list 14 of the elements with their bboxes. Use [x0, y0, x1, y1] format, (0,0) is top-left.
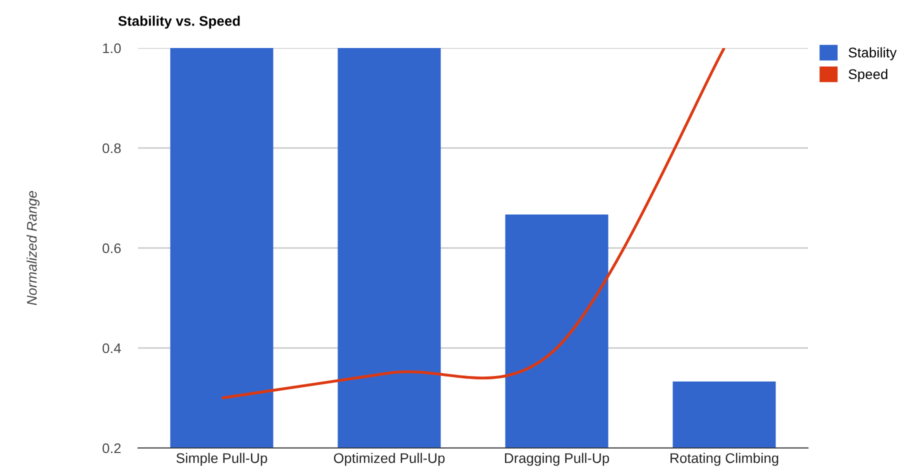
- line-series: [220, 48, 726, 400]
- legend-label: Speed: [848, 68, 888, 82]
- y-tick-label: 0.2: [102, 443, 121, 454]
- y-axis-title: Normalized Range: [26, 191, 40, 306]
- y-tick-label: 0.8: [102, 143, 121, 154]
- y-tick-label: 0.4: [102, 343, 121, 354]
- x-tick-label: Dragging Pull-Up: [505, 452, 610, 466]
- x-tick-label: Simple Pull-Up: [176, 452, 268, 466]
- x-tick-label: Optimized Pull-Up: [334, 452, 445, 466]
- y-tick-label: 0.6: [102, 243, 121, 254]
- y-tick-label: 1.0: [103, 43, 121, 54]
- x-tick-label: Rotating Climbing: [670, 452, 778, 466]
- chart-title: Stability vs. Speed: [118, 16, 240, 29]
- legend-label: Stability: [848, 47, 897, 60]
